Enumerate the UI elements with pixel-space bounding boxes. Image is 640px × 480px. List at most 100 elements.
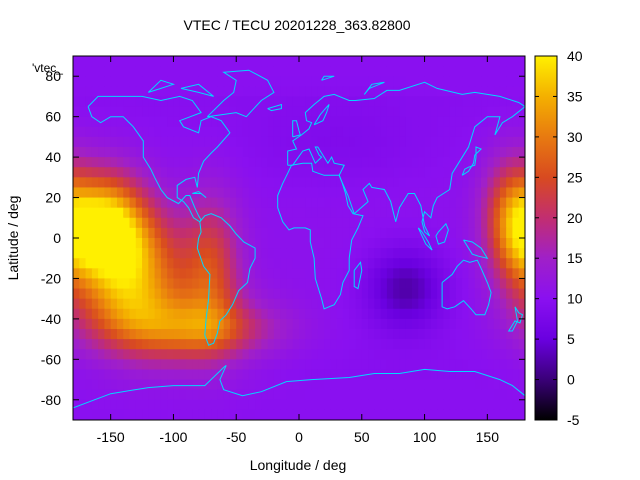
heatmap-cell bbox=[330, 329, 338, 340]
heatmap-cell bbox=[430, 248, 438, 259]
heatmap-cell bbox=[424, 167, 432, 178]
heatmap-cell bbox=[512, 86, 520, 98]
heatmap-cell bbox=[418, 157, 426, 168]
heatmap-cell bbox=[342, 369, 350, 381]
heatmap-cell bbox=[487, 268, 495, 280]
heatmap-cell bbox=[242, 167, 250, 178]
heatmap-cell bbox=[160, 278, 168, 290]
heatmap-cell bbox=[286, 379, 294, 391]
heatmap-cell bbox=[455, 177, 463, 189]
heatmap-cell bbox=[179, 56, 187, 67]
coastline bbox=[441, 259, 492, 316]
heatmap-cell bbox=[261, 288, 269, 300]
heatmap-cell bbox=[223, 329, 231, 340]
heatmap-cell bbox=[192, 389, 200, 401]
heatmap-cell bbox=[437, 329, 444, 340]
heatmap-cell bbox=[449, 147, 457, 158]
heatmap-cell bbox=[98, 86, 105, 98]
heatmap-cell bbox=[437, 288, 444, 300]
heatmap-cell bbox=[512, 349, 520, 360]
heatmap-cell bbox=[267, 106, 275, 118]
heatmap-cell bbox=[123, 126, 131, 138]
heatmap-cell bbox=[255, 399, 262, 411]
heatmap-cell bbox=[324, 147, 331, 158]
heatmap-cell bbox=[280, 126, 288, 138]
y-tick-label: 20 bbox=[45, 190, 61, 206]
heatmap-cell bbox=[336, 339, 344, 350]
heatmap-cell bbox=[518, 329, 525, 340]
heatmap-cell bbox=[412, 409, 419, 420]
heatmap-cell bbox=[449, 136, 457, 148]
heatmap-cell bbox=[361, 349, 369, 360]
heatmap-cell bbox=[368, 197, 375, 209]
heatmap-cell bbox=[443, 167, 451, 178]
heatmap-cell bbox=[248, 106, 256, 118]
heatmap-cell bbox=[342, 96, 350, 108]
heatmap-cell bbox=[160, 217, 168, 229]
heatmap-cell bbox=[506, 329, 514, 340]
coastline bbox=[313, 104, 330, 126]
heatmap-cell bbox=[179, 329, 187, 340]
heatmap-cell bbox=[487, 379, 495, 391]
heatmap-cell bbox=[437, 399, 444, 411]
heatmap-cell bbox=[173, 106, 181, 118]
heatmap-cell bbox=[223, 86, 231, 98]
heatmap-cell bbox=[455, 379, 463, 391]
heatmap-cell bbox=[393, 238, 401, 249]
heatmap-cell bbox=[248, 227, 256, 239]
heatmap-cell bbox=[255, 217, 262, 229]
heatmap-cell bbox=[261, 56, 269, 67]
heatmap-cell bbox=[449, 56, 457, 67]
heatmap-cell bbox=[273, 76, 281, 87]
heatmap-cell bbox=[443, 56, 451, 67]
heatmap-cell bbox=[167, 399, 175, 411]
heatmap-cell bbox=[104, 359, 112, 371]
heatmap-cell bbox=[154, 238, 162, 249]
heatmap-cell bbox=[179, 187, 187, 199]
heatmap-cell bbox=[148, 349, 156, 360]
heatmap-cell bbox=[481, 147, 488, 158]
heatmap-cell bbox=[317, 167, 325, 178]
heatmap-cell bbox=[217, 56, 225, 67]
heatmap-cell bbox=[412, 96, 419, 108]
heatmap-cell bbox=[211, 318, 218, 330]
heatmap-cell bbox=[368, 116, 375, 128]
heatmap-cell bbox=[443, 339, 451, 350]
heatmap-cell bbox=[286, 86, 294, 98]
colorbar-tick-label: 30 bbox=[567, 129, 583, 145]
heatmap-cell bbox=[79, 379, 87, 391]
heatmap-cell bbox=[317, 268, 325, 280]
heatmap-cell bbox=[506, 187, 514, 199]
heatmap-cell bbox=[91, 268, 99, 280]
heatmap-cell bbox=[104, 288, 112, 300]
heatmap-cell bbox=[355, 389, 363, 401]
heatmap-cell bbox=[160, 96, 168, 108]
heatmap-cell bbox=[349, 339, 357, 350]
heatmap-cell bbox=[173, 268, 181, 280]
heatmap-cell bbox=[374, 399, 382, 411]
heatmap-cell bbox=[79, 258, 87, 269]
heatmap-cell bbox=[368, 56, 375, 67]
heatmap-cell bbox=[368, 379, 375, 391]
heatmap-cell bbox=[154, 339, 162, 350]
heatmap-cell bbox=[123, 389, 131, 401]
heatmap-cell bbox=[267, 66, 275, 77]
heatmap-cell bbox=[449, 389, 457, 401]
heatmap-cell bbox=[299, 278, 306, 290]
heatmap-cell bbox=[198, 207, 206, 219]
heatmap-cell bbox=[104, 379, 112, 391]
heatmap-cell bbox=[123, 177, 131, 189]
heatmap-cell bbox=[142, 238, 149, 249]
heatmap-cell bbox=[148, 278, 156, 290]
heatmap-cell bbox=[374, 238, 382, 249]
heatmap-cell bbox=[518, 177, 525, 189]
heatmap-cell bbox=[412, 318, 419, 330]
heatmap-cell bbox=[229, 409, 237, 420]
heatmap-cell bbox=[437, 379, 444, 391]
heatmap-cell bbox=[437, 389, 444, 401]
heatmap-cell bbox=[135, 268, 143, 280]
heatmap-cell bbox=[386, 157, 394, 168]
heatmap-cell bbox=[512, 278, 520, 290]
heatmap-cell bbox=[424, 197, 432, 209]
heatmap-cell bbox=[273, 238, 281, 249]
